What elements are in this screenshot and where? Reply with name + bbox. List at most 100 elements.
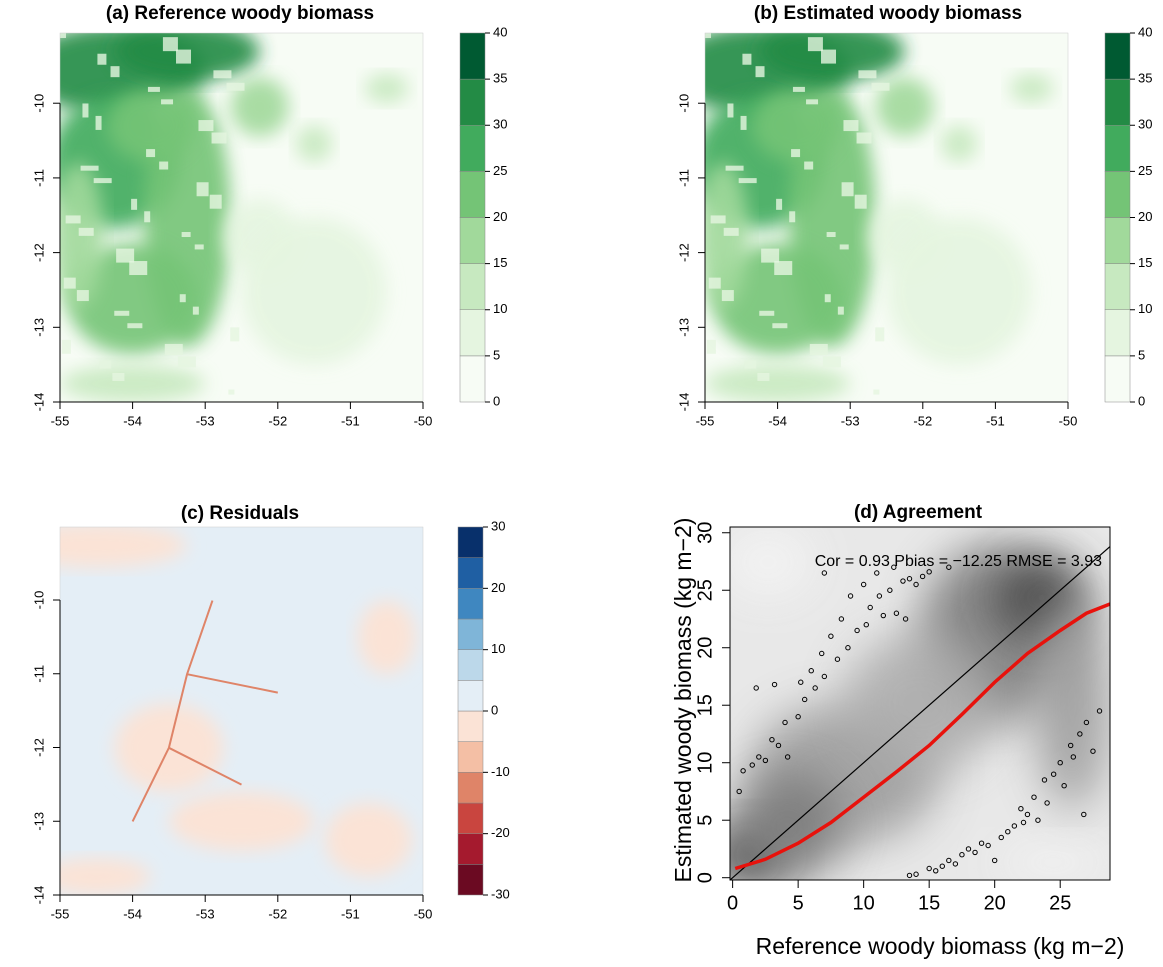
- colorbar-class: [1104, 355, 1131, 403]
- residual-patch: [357, 600, 416, 675]
- point: [784, 754, 791, 760]
- colorbar-class: [1104, 171, 1131, 218]
- clearing: [63, 277, 76, 289]
- biomass-patch: [752, 88, 840, 163]
- point: [959, 852, 965, 858]
- colorbar-class: [457, 833, 484, 865]
- y-tick-label: -13: [31, 318, 46, 337]
- colorbar-tick-label: 20: [491, 580, 505, 595]
- clearing: [82, 103, 89, 118]
- y-tick-label: -10: [676, 94, 691, 113]
- y-tick-label: 20: [694, 637, 716, 659]
- point: [1061, 783, 1067, 789]
- colorbar-class: [459, 217, 486, 264]
- panel-title: (b) Estimated woody biomass: [754, 3, 1022, 24]
- point: [1067, 742, 1074, 749]
- colorbar-class: [457, 557, 484, 589]
- colorbar-class: [459, 171, 486, 218]
- point: [863, 622, 869, 628]
- colorbar-tick-label: 10: [1138, 301, 1152, 316]
- colorbar-class: [459, 355, 486, 403]
- point: [1077, 731, 1083, 737]
- panel-title: (c) Residuals: [181, 503, 299, 524]
- point: [838, 616, 845, 622]
- clearing: [76, 290, 89, 302]
- colorbar-tick-label: 5: [493, 347, 500, 362]
- x-tick-label: -53: [196, 906, 215, 921]
- point: [756, 754, 762, 760]
- x-tick-label: -55: [696, 413, 715, 428]
- clearing: [744, 360, 757, 369]
- point: [762, 757, 769, 764]
- colorbar-tick-label: 35: [493, 71, 507, 86]
- clearing: [740, 115, 747, 130]
- clearing: [705, 33, 711, 38]
- point: [854, 627, 860, 634]
- clearing: [858, 70, 877, 79]
- point: [978, 840, 985, 846]
- x-tick-label: -52: [268, 413, 287, 428]
- biomass-patch: [241, 217, 387, 366]
- colorbar-tick-label: 20: [1138, 209, 1152, 224]
- point: [926, 569, 932, 575]
- clearing: [774, 261, 793, 276]
- x-tick-label: -52: [268, 906, 287, 921]
- clearing: [804, 161, 814, 170]
- clearing: [839, 244, 849, 250]
- raster-image: [705, 33, 1068, 402]
- point: [808, 668, 814, 674]
- colorbar-class: [1104, 263, 1131, 310]
- point: [775, 742, 782, 749]
- density-blob: [996, 844, 1110, 880]
- colorbar-tick-label: 25: [493, 163, 507, 178]
- colorbar-tick-label: 5: [1138, 347, 1145, 362]
- x-tick-label: 20: [984, 892, 1006, 914]
- river-residual: [131, 600, 278, 822]
- point: [1070, 754, 1077, 760]
- point: [998, 834, 1004, 841]
- y-tick-label: -11: [31, 665, 46, 683]
- biomass-patch: [60, 162, 104, 310]
- colorbar-class: [1104, 78, 1131, 126]
- x-tick-label: -55: [51, 906, 70, 921]
- point: [874, 570, 880, 576]
- clearing: [176, 49, 192, 64]
- clearing: [129, 261, 148, 276]
- clearing: [841, 182, 854, 197]
- clearing: [757, 372, 770, 381]
- clearing: [65, 215, 81, 224]
- colorbar-tick-label: 15: [1138, 255, 1152, 270]
- clearing: [230, 327, 240, 342]
- colorbar-class: [457, 772, 484, 804]
- point: [771, 681, 778, 688]
- point: [913, 871, 919, 877]
- point: [887, 587, 893, 593]
- point: [913, 581, 919, 588]
- x-tick-label: -53: [841, 413, 860, 428]
- point: [821, 673, 828, 680]
- clearing: [727, 103, 734, 118]
- residual-patch: [168, 791, 315, 851]
- point: [1083, 719, 1090, 726]
- x-tick-label: 10: [853, 892, 875, 914]
- clearing: [99, 360, 112, 369]
- point: [845, 645, 851, 651]
- x-tick-label: -50: [414, 906, 433, 921]
- clearing: [161, 99, 174, 105]
- clearing: [198, 120, 214, 132]
- biomass-patch: [364, 73, 409, 104]
- y-tick-label: -14: [31, 886, 46, 905]
- y-tick-label: -12: [31, 738, 46, 757]
- point: [900, 578, 906, 584]
- clearing: [114, 310, 130, 316]
- point: [972, 849, 978, 856]
- residual-patch: [60, 527, 188, 568]
- clearing: [181, 232, 191, 238]
- clearing: [147, 86, 160, 92]
- y-tick-label: -12: [31, 243, 46, 262]
- clearing: [146, 149, 156, 158]
- clearing: [78, 227, 94, 236]
- point: [1020, 819, 1027, 826]
- y-tick-label: 25: [694, 579, 716, 601]
- point: [1005, 829, 1011, 835]
